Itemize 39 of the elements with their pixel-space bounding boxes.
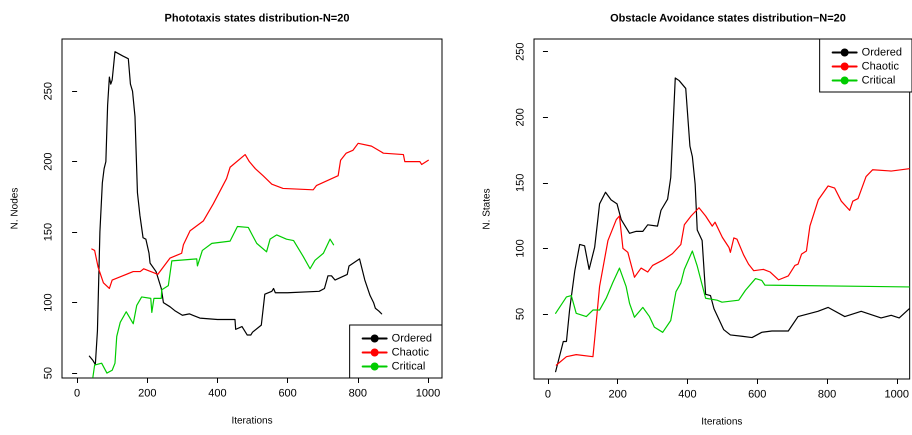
x-tick-label: 400 <box>678 388 697 400</box>
line-series <box>92 226 334 378</box>
x-axis-title: Iterations <box>231 416 273 426</box>
x-tick-label: 800 <box>348 388 367 400</box>
x-tick-label: 200 <box>608 388 627 400</box>
x-tick-label: 800 <box>818 388 836 400</box>
x-tick-label: 600 <box>748 388 766 400</box>
legend-label: Critical <box>862 74 896 86</box>
y-tick-label: 50 <box>514 308 526 320</box>
y-tick-label: 250 <box>42 82 54 100</box>
x-tick-label: 400 <box>208 388 227 400</box>
legend-label: Chaotic <box>392 346 430 358</box>
y-tick-label: 50 <box>42 366 54 380</box>
x-tick-label: 0 <box>544 388 552 400</box>
y-tick-label: 200 <box>42 152 54 171</box>
chart-title: Phototaxis states distribution-N=20 <box>164 12 350 24</box>
y-tick-label: 150 <box>42 222 54 242</box>
y-tick-label: 200 <box>514 108 526 126</box>
x-tick-label: 1000 <box>884 388 910 400</box>
y-tick-label: 100 <box>514 239 526 258</box>
chart-title: Obstacle Avoidance states distribution−N=20 <box>610 12 846 24</box>
x-axis-title: Iterations <box>701 416 742 428</box>
y-tick-label: 100 <box>42 293 54 312</box>
line-series <box>88 51 382 366</box>
y-tick-label: 250 <box>514 42 526 61</box>
legend-label: Ordered <box>392 332 432 344</box>
x-tick-label: 0 <box>74 388 80 400</box>
x-tick-label: 600 <box>278 388 297 400</box>
y-axis-title: N. Nodes <box>10 188 20 230</box>
x-tick-label: 200 <box>138 388 156 400</box>
legend-label: Ordered <box>862 46 902 58</box>
y-axis-title: N. States <box>482 188 492 230</box>
line-series <box>555 250 910 333</box>
legend-label: Chaotic <box>862 60 900 72</box>
y-tick-label: 150 <box>514 174 526 192</box>
line-series <box>91 142 429 290</box>
x-tick-label: 1000 <box>416 388 440 400</box>
line-series <box>556 168 910 366</box>
legend-label: Critical <box>392 360 426 372</box>
